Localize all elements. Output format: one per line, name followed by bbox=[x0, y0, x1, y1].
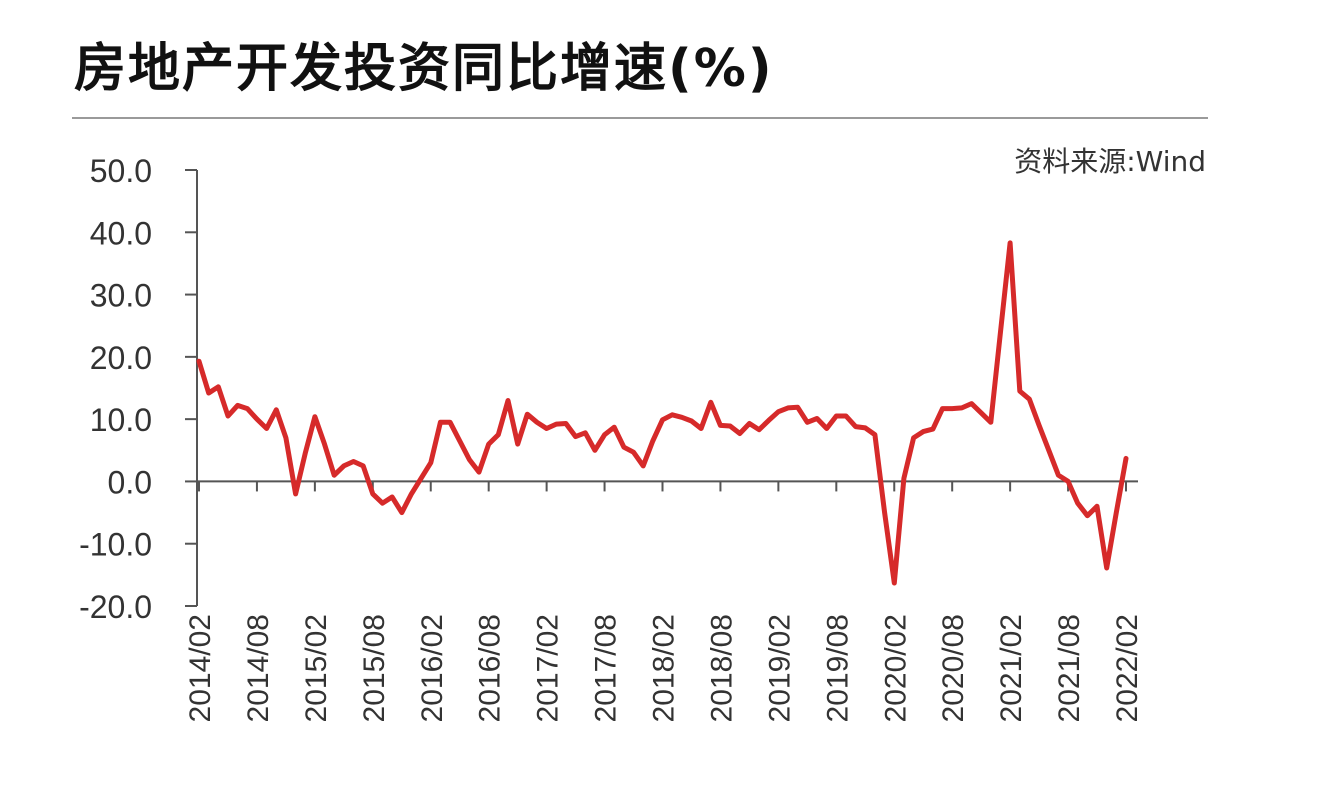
y-tick-label: -10.0 bbox=[79, 527, 152, 563]
x-tick-label: 2014/08 bbox=[242, 614, 275, 722]
y-tick-label: 20.0 bbox=[90, 340, 152, 376]
y-tick-label: -20.0 bbox=[79, 589, 152, 625]
y-tick-label: 40.0 bbox=[90, 215, 152, 251]
x-tick-label: 2015/02 bbox=[300, 614, 333, 722]
x-tick-label: 2021/02 bbox=[995, 614, 1028, 722]
x-tick-label: 2017/02 bbox=[532, 614, 565, 722]
x-tick-label: 2018/02 bbox=[648, 614, 681, 722]
x-tick-label: 2016/02 bbox=[416, 614, 449, 722]
x-tick-label: 2020/02 bbox=[879, 614, 912, 722]
chart-axes bbox=[196, 170, 1138, 606]
y-tick-label: 10.0 bbox=[90, 402, 152, 438]
y-tick-label: 30.0 bbox=[90, 278, 152, 314]
x-tick-label: 2019/02 bbox=[763, 614, 796, 722]
series-layer bbox=[196, 240, 1129, 586]
x-tick-label: 2015/08 bbox=[358, 614, 391, 722]
x-tick-label: 2014/02 bbox=[184, 614, 217, 722]
y-tick-label: 0.0 bbox=[108, 464, 152, 500]
chart-title: 房地产开发投资同比增速(%) bbox=[74, 39, 774, 99]
x-axis-ticks: 2014/02 2014/08 2015/02 2015/08 2016/02 2016/… bbox=[184, 481, 1144, 722]
x-tick-label: 2021/08 bbox=[1053, 614, 1086, 722]
series-line bbox=[196, 240, 1129, 586]
y-tick-label: 50.0 bbox=[90, 153, 152, 189]
x-tick-label: 2016/08 bbox=[474, 614, 507, 722]
x-tick-label: 2022/02 bbox=[1111, 614, 1144, 722]
source-note: 资料来源:Wind bbox=[1014, 145, 1206, 178]
x-tick-label: 2017/08 bbox=[590, 614, 623, 722]
x-tick-label: 2018/08 bbox=[705, 614, 738, 722]
y-axis-ticks: 50.0 40.0 30.0 20.0 10.0 0.0 -10.0 -20.0 bbox=[79, 153, 197, 625]
title-divider bbox=[72, 117, 1208, 119]
x-tick-label: 2020/08 bbox=[937, 614, 970, 722]
x-tick-label: 2019/08 bbox=[821, 614, 854, 722]
